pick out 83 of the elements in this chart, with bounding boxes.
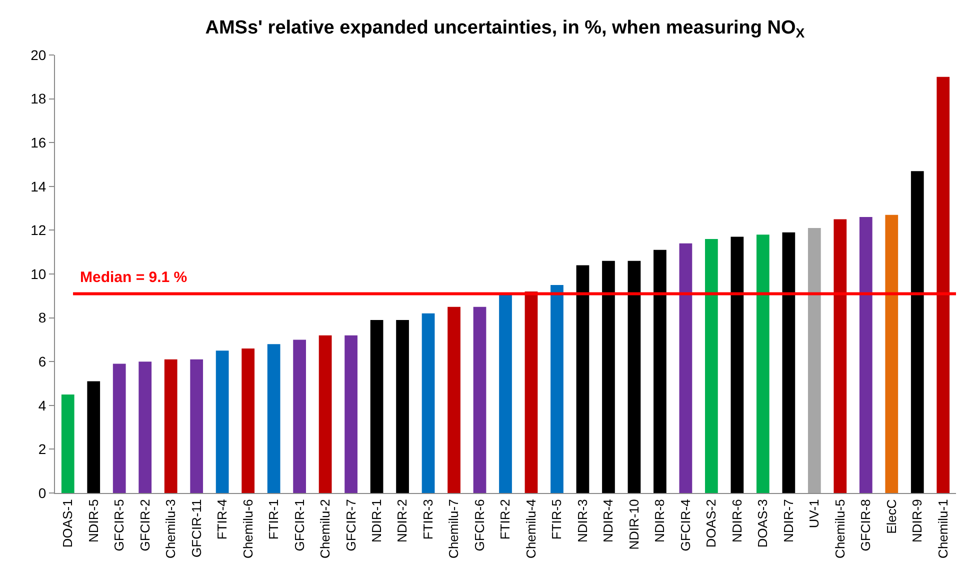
bar	[293, 340, 306, 493]
bar	[859, 217, 872, 493]
x-tick-label: NDIR-4	[600, 499, 616, 543]
chart-title: AMSs' relative expanded uncertainties, in %, when measuring NO$_{X}$	[205, 18, 805, 41]
bar	[190, 359, 204, 493]
y-tick-label: 0	[38, 484, 46, 501]
x-tick-label: NDIR-5	[86, 499, 101, 543]
bar	[216, 350, 229, 493]
bar	[396, 320, 409, 493]
x-tick-label: NDIR-9	[910, 499, 925, 543]
y-tick-label: 2	[38, 441, 46, 458]
bar	[885, 214, 898, 493]
bar	[112, 364, 126, 493]
bar	[550, 284, 564, 493]
bar	[576, 265, 590, 493]
x-tick-label: DOAS-2	[704, 499, 719, 548]
ref-line-label: Median = 9.1 %	[80, 269, 188, 286]
y-tick-label: 20	[30, 46, 46, 63]
x-tick-label: DOAS-1	[60, 499, 76, 548]
bar	[654, 250, 666, 493]
bar	[164, 359, 178, 493]
x-tick-label: GFCIR-7	[343, 499, 358, 552]
x-tick-label: GFCIR-1	[292, 499, 307, 552]
bar	[756, 234, 770, 493]
x-tick-label: UV-1	[806, 499, 822, 528]
bar	[242, 348, 255, 493]
x-tick-label: Chemilu-7	[446, 499, 462, 558]
y-tick-label: 16	[30, 134, 46, 150]
x-tick-label: FTIR-4	[214, 499, 230, 540]
bar	[448, 306, 460, 493]
bar	[267, 344, 280, 493]
y-tick-label: 14	[30, 178, 46, 194]
x-tick-label: FTIR-3	[420, 499, 436, 540]
bar	[679, 243, 692, 493]
x-tick-label: Chemilu-5	[832, 499, 848, 558]
x-tick-label: GFCIR-2	[137, 499, 152, 552]
bar	[344, 335, 358, 493]
y-tick-label: 6	[38, 354, 46, 370]
x-tick-label: Chemilu-6	[240, 499, 256, 558]
bar	[808, 228, 821, 493]
x-tick-label: FTIR-2	[498, 499, 513, 540]
y-tick-label: 18	[30, 90, 46, 107]
bar	[87, 381, 100, 493]
x-tick-label: NDIR-2	[394, 499, 410, 543]
bar	[834, 219, 847, 493]
bar	[499, 294, 512, 493]
y-tick-label: 10	[30, 266, 46, 282]
y-tick-label: 4	[38, 397, 46, 414]
bar	[782, 232, 796, 493]
x-tick-label: GFCIR-5	[112, 499, 127, 552]
x-tick-label: Chemilu-4	[523, 499, 538, 558]
x-tick-label: Chemilu-2	[318, 499, 333, 558]
y-tick-label: 8	[38, 310, 46, 326]
bar	[473, 306, 486, 493]
x-tick-label: GFCIR-8	[858, 499, 874, 552]
bar	[936, 76, 950, 493]
bar	[602, 260, 615, 493]
bar	[318, 335, 332, 493]
bar	[138, 362, 152, 493]
x-tick-label: Chemilu-3	[163, 499, 178, 558]
x-tick-label: FTIR-1	[266, 499, 282, 540]
x-tick-label: NDIR-8	[652, 499, 668, 543]
x-tick-label: NDIR-3	[574, 499, 590, 543]
bar	[705, 238, 718, 493]
bar	[370, 320, 384, 493]
bar	[910, 171, 924, 493]
x-tick-label: DOAS-3	[755, 499, 770, 548]
y-tick-label: 12	[30, 222, 46, 238]
x-tick-label: NDIR-1	[369, 499, 384, 543]
x-tick-label: ElecC	[884, 499, 899, 534]
x-tick-label: GFCIR-11	[188, 499, 204, 558]
x-tick-label: NDIR-6	[729, 499, 744, 543]
bar	[524, 292, 538, 493]
x-tick-label: NDIR-10	[626, 499, 642, 550]
x-tick-label: FTIR-5	[549, 499, 564, 540]
x-tick-label: Chemilu-1	[935, 499, 950, 558]
bar	[628, 260, 641, 493]
bar	[422, 313, 435, 493]
bar	[61, 394, 74, 493]
x-tick-label: GFCIR-4	[678, 499, 693, 552]
x-tick-label: GFCIR-6	[472, 499, 487, 552]
bar	[730, 236, 744, 493]
x-tick-label: NDIR-7	[780, 499, 796, 543]
